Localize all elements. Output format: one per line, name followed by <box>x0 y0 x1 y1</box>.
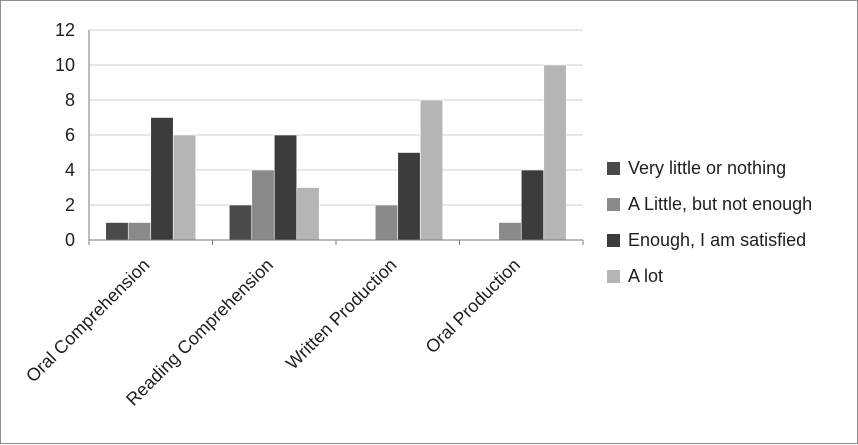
bar-0-0 <box>105 222 129 241</box>
x-tick-label: Oral Comprehension <box>22 255 154 387</box>
bars <box>105 64 567 241</box>
legend-label: Enough, I am satisfied <box>628 230 806 250</box>
bar-3-1 <box>296 187 320 241</box>
bar-3-0 <box>172 134 197 241</box>
legend-label: A lot <box>628 266 663 286</box>
bar-3-3 <box>543 64 567 241</box>
bar-1-2 <box>374 204 399 241</box>
y-tick-label: 10 <box>55 55 75 75</box>
bar-1-3 <box>498 222 522 241</box>
bar-2-0 <box>150 117 174 241</box>
y-tick-label: 6 <box>65 125 75 145</box>
bar-1-1 <box>251 169 275 241</box>
y-tick-label: 8 <box>65 90 75 110</box>
legend-swatch-1 <box>607 198 620 211</box>
bar-2-2 <box>397 152 421 241</box>
x-tick-label: Written Production <box>282 255 401 374</box>
bar-3-2 <box>419 99 444 241</box>
legend-swatch-3 <box>607 270 620 283</box>
y-tick-label: 12 <box>55 20 75 40</box>
y-tick-label: 4 <box>65 160 75 180</box>
y-tick-label: 2 <box>65 195 75 215</box>
legend-swatch-0 <box>607 162 620 175</box>
legend-swatch-2 <box>607 234 620 247</box>
bar-0-1 <box>228 204 253 241</box>
bar-2-3 <box>520 169 545 241</box>
legend-label: A Little, but not enough <box>628 194 812 214</box>
bar-2-1 <box>273 134 298 241</box>
x-tick-label: Oral Production <box>422 255 525 358</box>
legend: Very little or nothing A Little, but not … <box>607 158 812 286</box>
x-tick-label: Reading Comprehension <box>122 255 277 410</box>
bar-1-0 <box>127 222 152 241</box>
y-tick-label: 0 <box>65 230 75 250</box>
legend-label: Very little or nothing <box>628 158 786 178</box>
